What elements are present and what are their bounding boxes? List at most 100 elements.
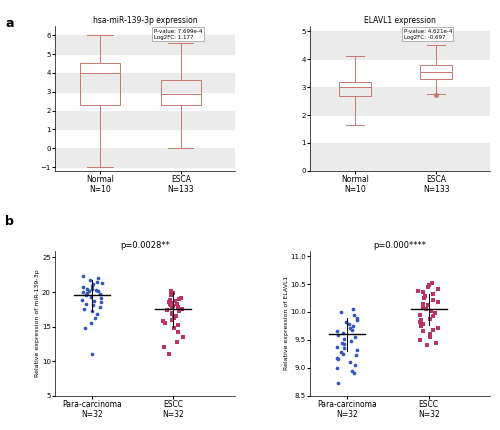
Point	[349, 322, 357, 329]
Point	[351, 362, 359, 369]
Point	[88, 283, 96, 289]
Title: p=0.000****: p=0.000****	[374, 241, 426, 250]
Point	[78, 296, 86, 303]
Text: P-value: 4.621e-4
Log2FC: -0.697: P-value: 4.621e-4 Log2FC: -0.697	[404, 29, 452, 40]
Point	[350, 311, 358, 318]
Point	[428, 313, 436, 320]
Point	[353, 314, 361, 321]
Point	[174, 322, 182, 329]
Point	[338, 339, 346, 346]
Point	[166, 351, 173, 358]
Point	[87, 319, 95, 326]
Point	[176, 294, 184, 301]
Point	[420, 295, 428, 301]
Point	[416, 319, 424, 326]
Point	[167, 287, 175, 294]
Point	[82, 292, 90, 299]
Bar	[80, 64, 120, 105]
Point	[434, 298, 442, 305]
Point	[170, 314, 178, 321]
Point	[352, 352, 360, 359]
Point	[96, 291, 104, 298]
Point	[166, 292, 174, 299]
Point	[83, 285, 91, 292]
Point	[428, 280, 436, 286]
Point	[98, 299, 106, 306]
Point	[174, 338, 182, 345]
Point	[429, 291, 437, 298]
Point	[166, 300, 174, 307]
Point	[425, 282, 433, 289]
Point	[162, 307, 170, 313]
Point	[332, 343, 340, 350]
Point	[168, 310, 176, 317]
Point	[334, 380, 342, 387]
Point	[340, 345, 348, 352]
Point	[338, 330, 346, 337]
Point	[427, 307, 435, 314]
Point	[160, 344, 168, 351]
Point	[164, 299, 172, 306]
Point	[352, 347, 360, 353]
Point	[432, 339, 440, 346]
Point	[168, 304, 175, 311]
Point	[88, 286, 96, 293]
Point	[82, 300, 90, 307]
Point	[430, 310, 438, 316]
Point	[346, 324, 354, 331]
Point	[342, 319, 350, 326]
Point	[80, 306, 88, 313]
Y-axis label: Relative expression of ELAVL1: Relative expression of ELAVL1	[284, 276, 289, 370]
Point	[179, 333, 187, 340]
Point	[86, 276, 94, 283]
Point	[420, 289, 428, 296]
Title: ELAVL1 expression: ELAVL1 expression	[364, 16, 436, 25]
Point	[350, 334, 358, 341]
Point	[334, 356, 342, 363]
Point	[434, 285, 442, 292]
Point	[173, 301, 181, 308]
Point	[174, 329, 182, 335]
Bar	[55, 148, 235, 167]
Point	[418, 322, 426, 329]
Point	[334, 332, 342, 339]
Point	[174, 304, 182, 310]
Point	[421, 293, 429, 300]
Point	[422, 342, 430, 349]
Title: hsa-miR-139-3p expression: hsa-miR-139-3p expression	[92, 16, 197, 25]
Point	[174, 308, 182, 315]
Point	[353, 317, 361, 324]
Point	[98, 280, 106, 286]
Point	[170, 325, 178, 332]
Bar	[161, 80, 200, 105]
Point	[426, 315, 434, 322]
Point	[337, 349, 345, 356]
Point	[168, 300, 176, 307]
Point	[85, 288, 93, 295]
Point	[172, 313, 180, 319]
Bar	[310, 143, 490, 171]
Point	[168, 316, 175, 323]
Point	[168, 302, 176, 309]
Point	[92, 286, 100, 293]
Bar	[55, 35, 235, 54]
Point	[88, 308, 96, 315]
Y-axis label: Relative expression of miR-139-3p: Relative expression of miR-139-3p	[36, 269, 41, 377]
Point	[89, 302, 97, 309]
Bar	[310, 31, 490, 59]
Point	[424, 283, 432, 290]
Point	[169, 290, 177, 297]
Point	[414, 287, 422, 294]
Point	[340, 341, 348, 348]
Point	[416, 336, 424, 343]
Point	[350, 370, 358, 377]
Point	[339, 350, 347, 357]
Point	[90, 298, 98, 304]
Point	[338, 308, 345, 315]
Point	[349, 306, 357, 313]
Point	[87, 293, 95, 300]
Point	[78, 284, 86, 291]
Point	[88, 281, 96, 288]
Point	[84, 290, 92, 297]
Title: p=0.0028**: p=0.0028**	[120, 241, 170, 250]
